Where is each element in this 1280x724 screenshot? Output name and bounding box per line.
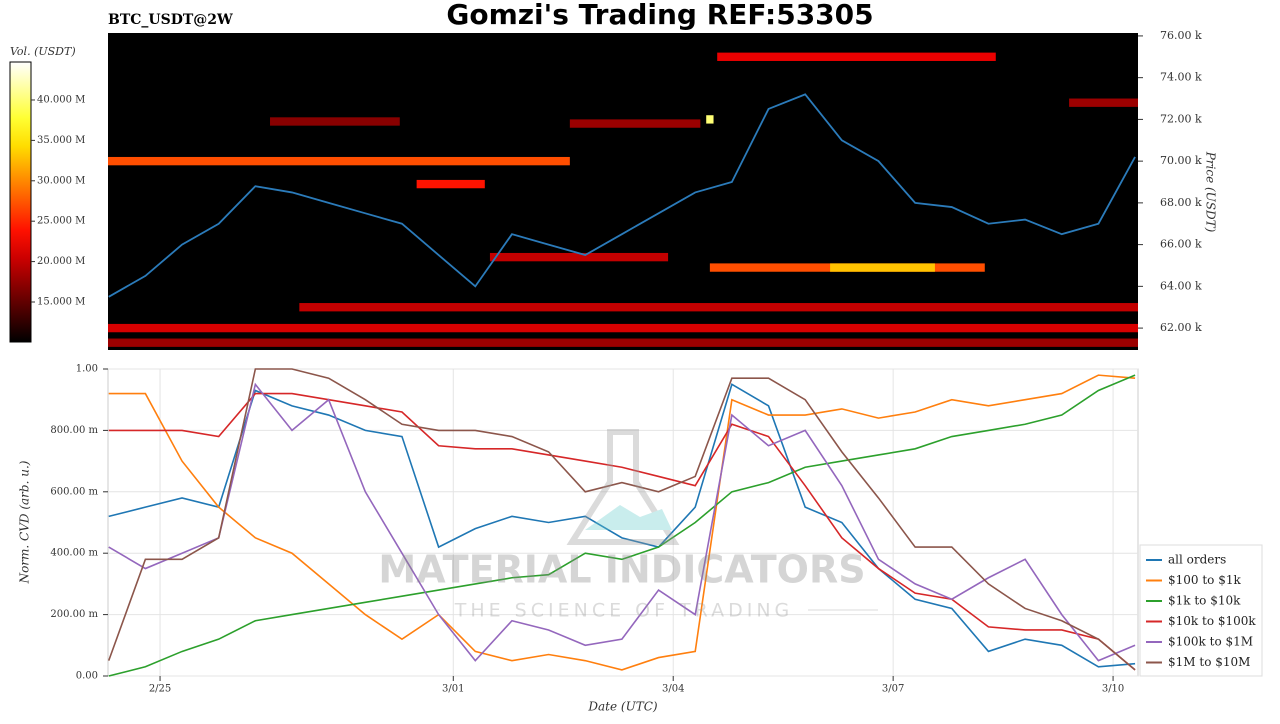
heat-band — [299, 303, 1138, 312]
y-tick-label: 64.00 k — [1160, 279, 1202, 292]
colorbar-tick-label: 25.000 M — [37, 216, 85, 227]
y-tick-label: 76.00 k — [1160, 29, 1202, 42]
y-tick-label: 68.00 k — [1160, 196, 1202, 209]
y-axis-label: Norm. CVD (arb. u.) — [18, 460, 32, 584]
grid — [108, 368, 1138, 677]
legend-label: $10k to $100k — [1168, 614, 1256, 628]
cvd-line — [108, 382, 1136, 662]
colorbar-label: Vol. (USDT) — [10, 45, 76, 58]
y-axis-label: Price (USDT) — [1204, 151, 1218, 233]
heat-band — [489, 252, 669, 262]
y-tick-label: 200.00 m — [50, 609, 98, 620]
x-tick-label: 2/25 — [149, 684, 171, 695]
colorbar — [9, 61, 32, 343]
y-tick-label: 62.00 k — [1160, 321, 1202, 334]
legend-box — [1139, 544, 1263, 677]
y-tick-label: 70.00 k — [1160, 154, 1202, 167]
x-tick-label: 3/01 — [442, 684, 464, 695]
legend-label: $100 to $1k — [1168, 573, 1241, 587]
cvd-line — [108, 374, 1136, 671]
colorbar-tick-label: 30.000 M — [37, 175, 85, 186]
legend-label: $100k to $1M — [1168, 635, 1253, 649]
flask-icon — [566, 429, 680, 545]
y-tick-label: 600.00 m — [50, 486, 98, 497]
x-axis-label: Date (UTC) — [587, 700, 657, 714]
watermark: MATERIAL INDICATORS THE SCIENCE OF TRADI… — [370, 429, 878, 622]
legend-label: $1M to $10M — [1168, 655, 1250, 669]
heatmap-background — [108, 33, 1138, 350]
heat-band — [830, 263, 935, 272]
price-line — [108, 93, 1136, 298]
heat-band — [706, 115, 714, 124]
y-tick-label: 1.00 — [76, 364, 98, 375]
y-tick-label: 66.00 k — [1160, 238, 1202, 251]
heat-band — [270, 117, 400, 126]
cvd-line — [108, 392, 1136, 671]
heat-band — [108, 338, 1138, 347]
cvd-line — [108, 383, 1136, 668]
chart-title: Gomzi's Trading REF:53305 — [446, 0, 873, 31]
x-tick-label: 3/07 — [882, 684, 904, 695]
heat-band — [108, 156, 570, 166]
lines — [107, 368, 1136, 677]
legend-label: $1k to $10k — [1168, 594, 1241, 608]
y-tick-label: 74.00 k — [1160, 71, 1202, 84]
heat-band — [416, 179, 485, 189]
y-tick-label: 72.00 k — [1160, 112, 1202, 125]
colorbar-tick-label: 35.000 M — [37, 135, 85, 146]
colorbar-tick-label: 15.000 M — [37, 297, 85, 308]
y-tick-label: 0.00 — [76, 671, 98, 682]
x-tick-label: 3/10 — [1102, 684, 1124, 695]
symbol: BTC_USDT@2W — [108, 12, 233, 28]
cvd-line — [107, 368, 1136, 671]
cvd-line — [108, 374, 1136, 677]
heat-band — [717, 52, 996, 61]
y-tick-label: 800.00 m — [50, 425, 98, 436]
colorbar-tick-label: 20.000 M — [37, 256, 85, 267]
y-tick-label: 400.00 m — [50, 548, 98, 559]
watermark-subtitle: THE SCIENCE OF TRADING — [454, 600, 794, 622]
x-tick-label: 3/04 — [662, 684, 684, 695]
heat-band — [1069, 98, 1138, 107]
heat-band — [569, 119, 701, 128]
colorbar-tick-label: 40.000 M — [37, 94, 85, 105]
heat-cells — [108, 52, 1138, 347]
watermark-title: MATERIAL INDICATORS — [378, 548, 865, 592]
flask-liquid — [585, 505, 672, 530]
heat-band — [108, 323, 1138, 333]
legend-label: all orders — [1168, 553, 1226, 567]
